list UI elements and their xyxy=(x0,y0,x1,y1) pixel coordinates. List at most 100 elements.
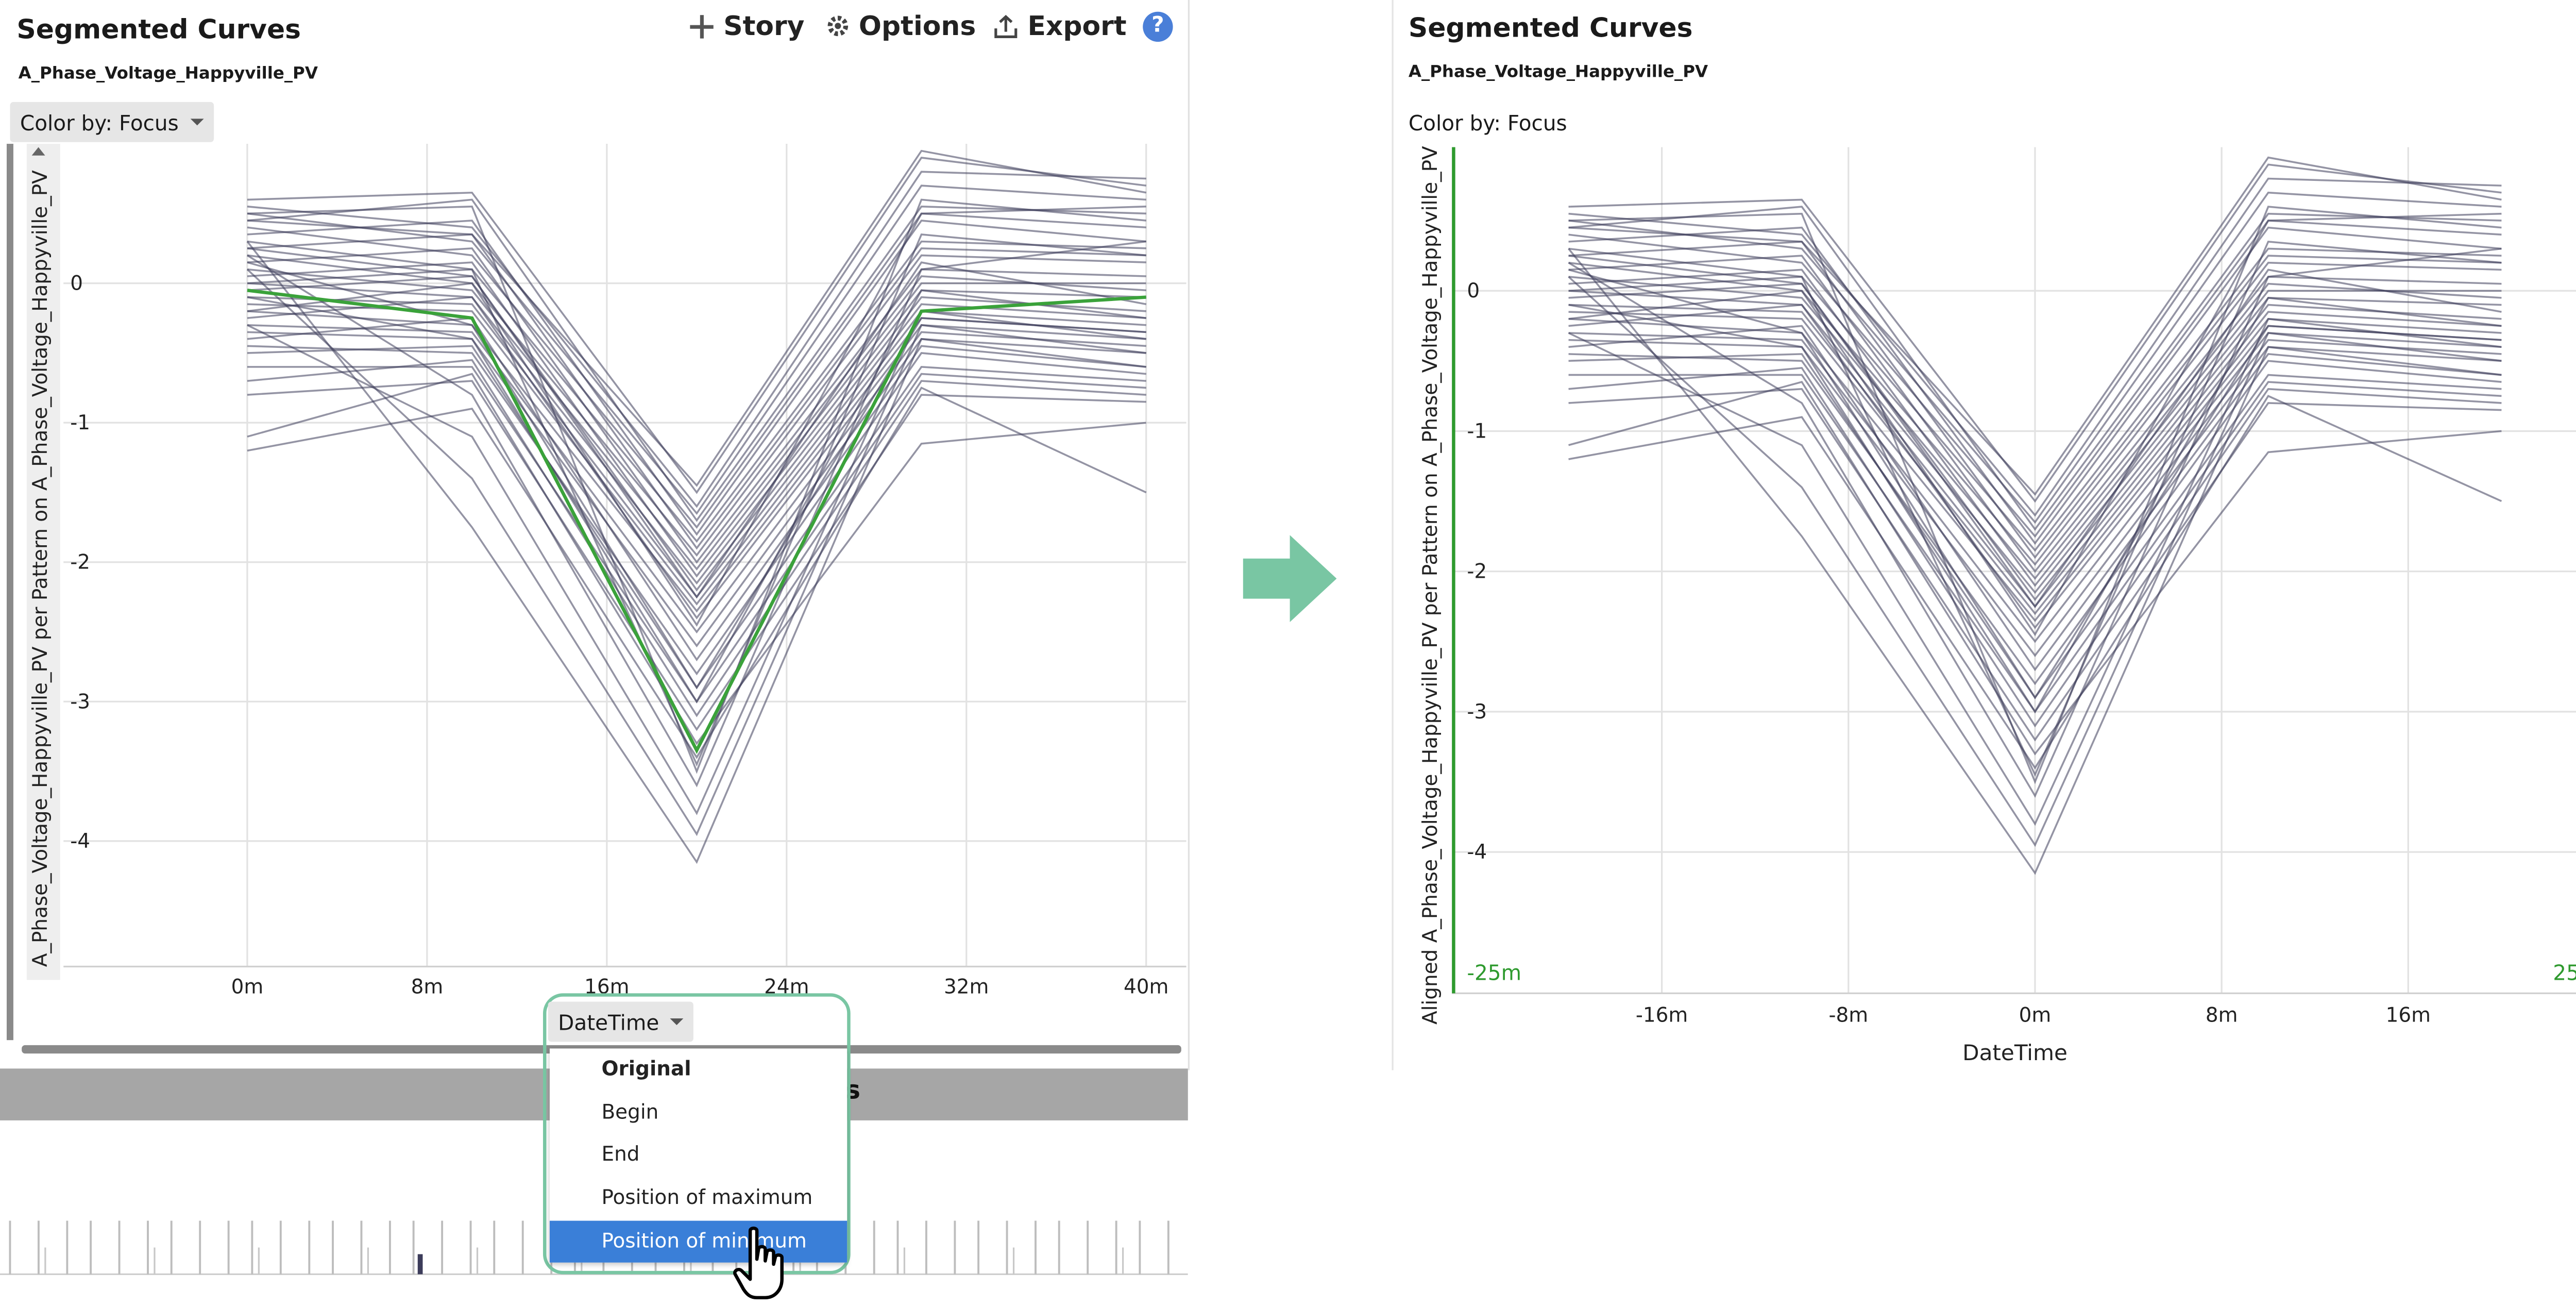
right-series-line xyxy=(1568,220,2502,538)
left-series-line xyxy=(247,380,1146,731)
right-x-tick-label: 0m xyxy=(2019,1003,2052,1027)
right-series-line xyxy=(1568,156,2502,496)
help-icon[interactable]: ? xyxy=(1143,11,1173,42)
left-series-line xyxy=(247,233,1146,767)
right-series-line xyxy=(1568,191,2502,524)
left-y-tick-label: -1 xyxy=(70,411,90,434)
right-series-line xyxy=(1568,247,2502,552)
left-x-tick-label: 8m xyxy=(411,975,444,998)
y-axis-label: A_Phase_Voltage_Happyville_PV per Patter… xyxy=(29,170,52,967)
menu-highlight-frame xyxy=(543,993,851,1275)
right-series-line xyxy=(1568,247,2502,798)
right-series-line xyxy=(1568,212,2502,637)
menu-item-original[interactable]: Original xyxy=(601,1057,691,1081)
vertical-scrollbar[interactable] xyxy=(6,144,13,1041)
right-x-tick-label: 16m xyxy=(2386,1003,2431,1027)
right-series-line xyxy=(1568,177,2502,517)
left-y-tick-label: -4 xyxy=(70,830,90,853)
left-x-tick-label: 40m xyxy=(1124,975,1168,998)
aligned-line-chart: -16m -8m 0m 8m 16m 0 -1 -2 -3 -4 Aligned A_Phase_… xyxy=(1419,146,2576,1065)
right-series-line xyxy=(1568,276,2502,580)
right-series-line xyxy=(1568,276,2502,847)
left-series-line xyxy=(247,296,1146,599)
right-x-tick-label: -8m xyxy=(1828,1003,1868,1027)
left-series-line xyxy=(247,185,1146,515)
left-series-line xyxy=(247,198,1146,774)
right-series-line xyxy=(1568,353,2502,685)
right-series-line xyxy=(1568,248,2502,875)
left-series-line xyxy=(247,268,1146,571)
caret-up-icon[interactable] xyxy=(28,144,48,160)
arrow-right-icon xyxy=(1243,535,1337,622)
chevron-down-icon xyxy=(190,119,204,126)
left-series-line xyxy=(247,171,1146,508)
right-series-line xyxy=(1568,317,2502,826)
chart-subtitle: A_Phase_Voltage_Happyville_PV xyxy=(18,65,318,84)
left-series-line xyxy=(247,149,1147,487)
menu-item-position-of-maximum[interactable]: Position of maximum xyxy=(601,1185,813,1210)
range-end-label: 25m xyxy=(2553,960,2576,985)
left-series-line xyxy=(247,240,1146,543)
right-y-tick-label: 0 xyxy=(1467,279,1480,303)
story-button[interactable]: Story xyxy=(688,10,804,42)
hand-cursor-icon xyxy=(733,1226,784,1300)
right-y-tick-label: -4 xyxy=(1467,841,1487,864)
left-panel: Segmented Curves A_Phase_Voltage_Happyvi… xyxy=(0,0,1188,1306)
left-series-line xyxy=(247,212,1146,529)
gear-icon xyxy=(827,15,849,37)
right-series-line xyxy=(1568,380,2502,756)
right-series-line xyxy=(1568,163,2502,503)
left-series-line xyxy=(247,275,1146,592)
color-by-dropdown[interactable]: Color by: Focus xyxy=(10,102,214,142)
story-label: Story xyxy=(723,10,805,42)
left-series-line xyxy=(247,247,1146,564)
left-series-line xyxy=(247,331,1146,648)
right-panel xyxy=(1392,0,2576,1070)
right-series-line xyxy=(1568,395,2502,770)
right-series-line xyxy=(1568,206,2502,531)
right-series-line xyxy=(1568,241,2502,559)
export-button[interactable]: Export xyxy=(992,10,1127,42)
right-series-line xyxy=(1568,296,2502,714)
x-axis-column-dropdown[interactable]: DateTime xyxy=(548,1001,694,1042)
plus-icon xyxy=(690,14,714,38)
right-x-tick-label: 8m xyxy=(2206,1003,2238,1027)
left-series-line xyxy=(247,359,1146,717)
left-series-line xyxy=(247,247,1147,599)
right-y-tick-label: -2 xyxy=(1467,560,1487,583)
left-highlighted-series-line xyxy=(247,289,1146,754)
left-series-line xyxy=(247,205,1146,627)
left-series-line xyxy=(246,269,1146,836)
result-title: Segmented Curves xyxy=(1408,11,1693,44)
chevron-down-icon xyxy=(670,1018,684,1025)
options-button[interactable]: Options xyxy=(825,10,976,42)
left-series-line xyxy=(247,157,1146,494)
timeline-focus-bar xyxy=(417,1254,423,1275)
export-label: Export xyxy=(1027,10,1127,42)
menu-item-position-of-minimum[interactable]: Position of minimum xyxy=(549,1220,848,1264)
menu-item-end[interactable]: End xyxy=(601,1143,640,1166)
export-icon xyxy=(994,14,1018,38)
left-series-line xyxy=(247,240,1146,788)
right-series-line xyxy=(1568,255,2502,573)
left-series-line xyxy=(246,241,1146,864)
options-label: Options xyxy=(858,10,976,42)
left-series-line xyxy=(247,289,1146,704)
left-series-line xyxy=(247,233,1146,550)
right-x-tick-label: -16m xyxy=(1636,1003,1688,1027)
left-x-tick-label: 32m xyxy=(944,975,989,998)
result-subtitle: A_Phase_Voltage_Happyville_PV xyxy=(1408,63,1708,82)
right-series-line xyxy=(1568,240,2502,777)
left-series-line xyxy=(247,345,1146,676)
left-series-line xyxy=(247,220,1146,536)
range-start-label: -25m xyxy=(1467,960,1522,985)
right-series-line xyxy=(1568,339,2502,657)
right-y-axis-label: Aligned A_Phase_Voltage_Happyville_PV pe… xyxy=(1419,146,1442,1025)
left-y-tick-label: -3 xyxy=(70,690,90,713)
left-series-line xyxy=(247,310,1146,815)
y-axis-title-strip xyxy=(26,144,60,980)
menu-item-begin[interactable]: Begin xyxy=(601,1099,659,1124)
result-color-by-label: Color by: Focus xyxy=(1408,110,1567,136)
